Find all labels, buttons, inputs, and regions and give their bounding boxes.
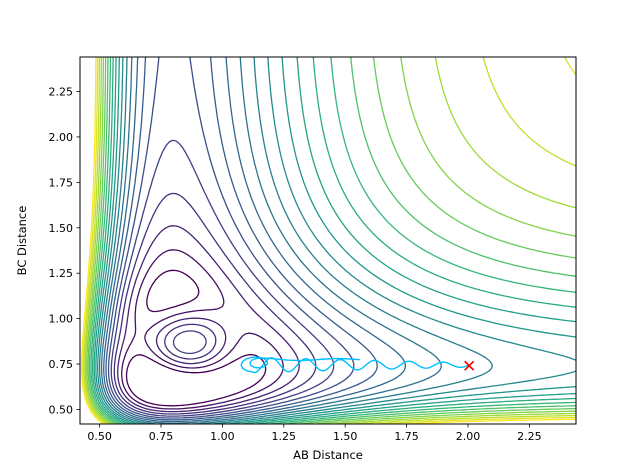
contour-level-line <box>87 57 576 424</box>
contour-level-line <box>121 249 284 410</box>
contour-level-line <box>88 57 576 424</box>
trajectory-path <box>240 356 470 374</box>
contour-level-line <box>93 57 576 424</box>
trajectory-group <box>240 356 475 374</box>
contour-lines-group <box>80 57 576 424</box>
y-axis-label: BC Distance <box>15 206 29 276</box>
x-tick-label: 1.00 <box>210 430 235 443</box>
contour-level-line <box>110 139 335 417</box>
contour-level-line <box>98 57 493 424</box>
contour-level-line <box>103 57 407 423</box>
x-tick-label: 1.25 <box>272 430 297 443</box>
y-tick-label: 2.00 <box>49 131 74 144</box>
x-axis-ticks-group: 0.50 0.75 1.00 1.25 1.50 1.75 2.00 2.25 <box>87 424 542 443</box>
contour-level-line <box>91 57 576 424</box>
contour-level-line <box>117 225 300 413</box>
contour-level-line <box>107 57 355 419</box>
x-tick-label: 2.00 <box>456 430 481 443</box>
x-tick-label: 0.50 <box>87 430 112 443</box>
y-tick-label: 1.75 <box>49 176 74 189</box>
x-tick-label: 1.75 <box>394 430 419 443</box>
contour-level-line <box>97 57 576 424</box>
y-tick-label: 1.25 <box>49 267 74 280</box>
axes-frame <box>79 56 577 425</box>
x-axis-label: AB Distance <box>293 448 363 462</box>
y-tick-label: 0.50 <box>49 403 74 416</box>
x-tick-label: 0.75 <box>149 430 174 443</box>
x-tick-label: 2.25 <box>517 430 542 443</box>
y-tick-label: 1.50 <box>49 222 74 235</box>
contour-level-line <box>82 57 576 424</box>
contour-level-line <box>83 57 576 424</box>
contour-level-line <box>86 57 576 424</box>
contour-level-line <box>125 269 267 407</box>
contour-level-line <box>90 57 576 424</box>
plot-area <box>80 57 576 424</box>
y-tick-label: 2.25 <box>49 86 74 99</box>
contour-level-line <box>105 57 378 421</box>
trajectory-end-marker-icon <box>464 360 475 371</box>
y-tick-label: 1.00 <box>49 313 74 326</box>
contour-level-line <box>113 192 317 415</box>
contour-level-line <box>84 57 576 424</box>
contour-level-line <box>80 57 576 424</box>
y-tick-label: 0.75 <box>49 358 74 371</box>
x-tick-label: 1.50 <box>333 430 358 443</box>
contour-level-line <box>95 57 576 424</box>
contour-level-line <box>100 57 442 424</box>
y-axis-ticks-group: 0.50 0.75 1.00 1.25 1.50 1.75 2.00 2.25 <box>49 86 80 416</box>
